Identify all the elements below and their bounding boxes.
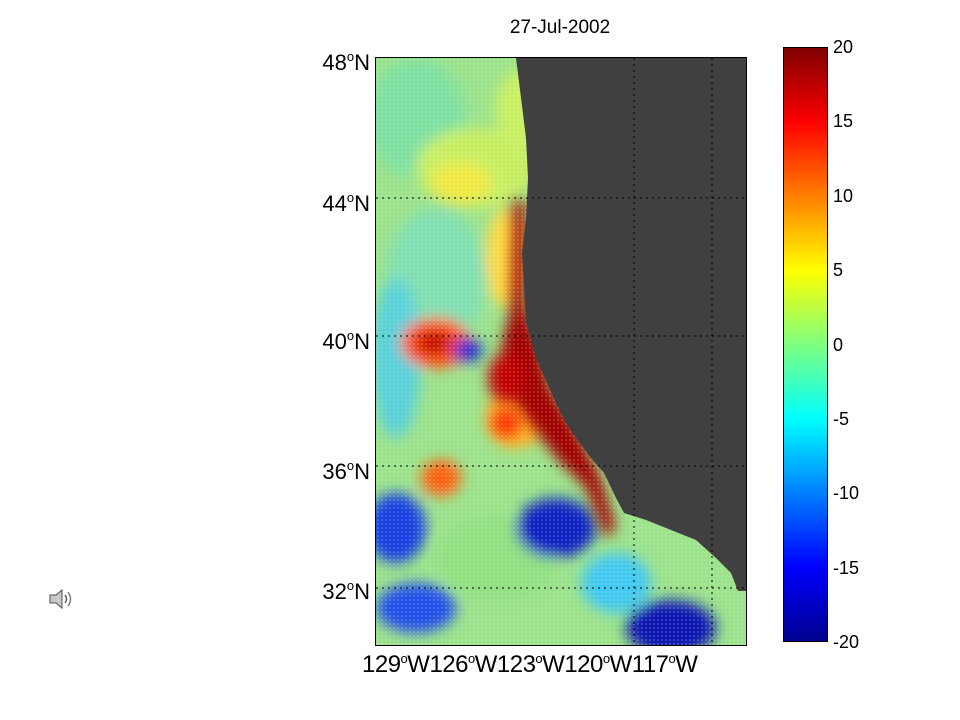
colorbar-tick-label: -20 bbox=[833, 632, 860, 652]
lat-label-32n: 32oN bbox=[322, 578, 370, 604]
colorbar bbox=[783, 47, 828, 642]
lon-label-123w: 123oW bbox=[496, 651, 565, 678]
lon-label-129w: 129oW bbox=[362, 651, 430, 678]
speaker-icon[interactable] bbox=[47, 587, 77, 611]
map-field bbox=[376, 58, 746, 645]
map-panel bbox=[375, 57, 747, 646]
graticule bbox=[376, 58, 746, 645]
colorbar-tick-label: -10 bbox=[833, 483, 860, 503]
land-mass bbox=[516, 58, 746, 591]
lon-label-120w: 120oW bbox=[564, 651, 632, 678]
colorbar-tick-label: 20 bbox=[833, 37, 854, 57]
lat-label-44n: 44oN bbox=[322, 190, 370, 216]
colorbar-tick-label: 5 bbox=[833, 260, 844, 280]
lat-label-40n: 40oN bbox=[322, 328, 370, 354]
colorbar-tick-label: 10 bbox=[833, 186, 854, 206]
map-title: 27-Jul-2002 bbox=[509, 17, 611, 38]
lon-label-126w: 126oW bbox=[429, 651, 497, 678]
lon-label-117w: 117oW bbox=[631, 651, 698, 678]
colorbar-tick-label: -15 bbox=[833, 558, 860, 578]
colorbar-tick-label: 0 bbox=[833, 335, 844, 355]
colorbar-tick-label: -5 bbox=[833, 409, 850, 429]
lat-label-36n: 36oN bbox=[322, 458, 370, 484]
lat-label-48n: 48oN bbox=[322, 49, 370, 75]
colorbar-tick-label: 15 bbox=[833, 111, 854, 131]
lon-labels: 129oW126oW123oW120oW117oW bbox=[362, 651, 762, 679]
